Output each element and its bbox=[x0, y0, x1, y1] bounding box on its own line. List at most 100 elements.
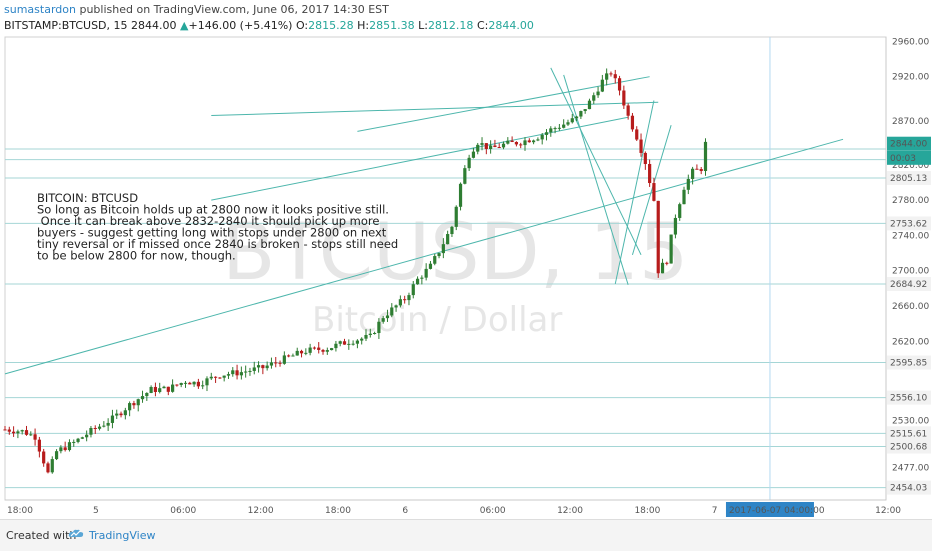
candle-body bbox=[600, 79, 604, 92]
price-badge-label: 00:03 bbox=[890, 154, 916, 164]
candle-body bbox=[549, 128, 553, 133]
price-badge bbox=[887, 480, 931, 495]
candle-body bbox=[613, 74, 617, 79]
candle-body bbox=[24, 430, 29, 435]
close-label: C: bbox=[476, 19, 489, 32]
candle-body bbox=[583, 109, 587, 112]
price-badge-label: 2556.10 bbox=[890, 394, 927, 404]
candle-body bbox=[514, 141, 519, 145]
candle-body bbox=[85, 434, 89, 438]
candle-body bbox=[205, 378, 209, 386]
trend-line bbox=[211, 116, 629, 201]
candle-body bbox=[471, 151, 476, 158]
high-value: 2851.38 bbox=[369, 19, 415, 32]
candle-body bbox=[115, 413, 119, 416]
price-badge bbox=[887, 355, 931, 370]
candle-body bbox=[295, 350, 299, 356]
change-value: +146.00 (+5.41%) bbox=[188, 19, 293, 32]
candle-body bbox=[244, 371, 248, 373]
candle-body bbox=[72, 441, 76, 443]
candle-body bbox=[639, 139, 643, 153]
open-value: 2815.28 bbox=[308, 19, 354, 32]
time-axis[interactable]: 18:00 5 06:00 12:00 18:00 6 06:00 12:00 18:00 7 12… bbox=[5, 499, 901, 517]
created-with-label: Created with bbox=[6, 529, 77, 542]
candle-body bbox=[673, 217, 678, 235]
candle-body bbox=[450, 226, 454, 235]
candle-body bbox=[252, 367, 256, 371]
candle-body bbox=[398, 299, 402, 306]
candle-body bbox=[261, 365, 265, 369]
candles bbox=[3, 68, 708, 474]
tradingview-link[interactable]: TradingView bbox=[89, 529, 156, 542]
candle-body bbox=[596, 91, 600, 96]
candle-body bbox=[153, 386, 158, 392]
trend-lines bbox=[4, 67, 844, 375]
time-tick-label: 18:00 bbox=[325, 506, 351, 516]
price-axis[interactable]: 2960.00 2920.00 2870.00 2820.00 2780.00 2740.… bbox=[885, 37, 931, 500]
candle-body bbox=[489, 145, 493, 149]
candle-body bbox=[592, 95, 596, 101]
candle-body bbox=[291, 355, 295, 357]
candle-body bbox=[536, 139, 540, 141]
candle-body bbox=[59, 447, 63, 452]
candle-body bbox=[703, 141, 708, 172]
candle-body bbox=[377, 321, 381, 334]
candle-body bbox=[544, 132, 549, 135]
candle-body bbox=[433, 256, 437, 264]
candle-body bbox=[330, 348, 334, 351]
candle-body bbox=[630, 115, 635, 130]
candle-body bbox=[566, 122, 570, 125]
candle-body bbox=[196, 381, 200, 387]
candle-body bbox=[506, 140, 510, 144]
candle-body bbox=[463, 168, 467, 184]
candle-body bbox=[46, 463, 50, 473]
candle-body bbox=[347, 343, 351, 345]
price-tick-label: 2870.00 bbox=[892, 117, 929, 127]
candle-body bbox=[407, 295, 411, 301]
footer: Created with TradingView bbox=[0, 519, 932, 551]
price-badge-label: 2844.00 bbox=[890, 140, 927, 150]
note-line: to be below 2800 for now, though. bbox=[37, 249, 236, 263]
candle-body bbox=[158, 388, 162, 392]
candle-body bbox=[497, 147, 501, 149]
candle-body bbox=[20, 430, 24, 432]
price-badge bbox=[887, 170, 931, 185]
candle-body bbox=[510, 140, 514, 142]
candle-body bbox=[390, 307, 394, 316]
trend-line bbox=[614, 100, 655, 285]
low-value: 2812.18 bbox=[427, 19, 474, 32]
symbol-label: BITSTAMP:BTCUSD, 15 bbox=[4, 19, 128, 32]
note-line: So long as Bitcoin holds up at 2800 now … bbox=[37, 203, 389, 217]
candle-body bbox=[278, 362, 282, 364]
time-tick-label: 18:00 bbox=[634, 506, 660, 516]
candle-body bbox=[669, 234, 673, 264]
crosshair-date-label: 2017-06-07 04:00:00 bbox=[729, 506, 825, 516]
price-chart[interactable]: BTCUSD, 15 Bitcoin / Dollar BITCOIN: BTC… bbox=[0, 0, 932, 520]
time-tick-label: 12:00 bbox=[248, 506, 274, 516]
candle-body bbox=[351, 343, 355, 345]
note-text: BITCOIN: BTCUSD So long as Bitcoin holds … bbox=[37, 191, 398, 263]
candle-body bbox=[140, 396, 145, 400]
candle-body bbox=[441, 244, 445, 254]
publish-info: published on TradingView.com, June 06, 2… bbox=[79, 3, 389, 16]
price-badge bbox=[887, 277, 931, 292]
candle-body bbox=[643, 152, 647, 165]
note-line: tiny reversal or if missed once 2840 is … bbox=[37, 237, 398, 251]
author-link[interactable]: sumastardon bbox=[4, 3, 76, 16]
price-badge bbox=[887, 216, 931, 231]
candle-body bbox=[665, 262, 669, 264]
candle-body bbox=[213, 376, 218, 378]
candle-body bbox=[304, 352, 308, 354]
candle-body bbox=[149, 386, 153, 393]
time-tick-label: 6 bbox=[402, 506, 408, 516]
candle-body bbox=[342, 341, 347, 345]
candle-body bbox=[119, 413, 123, 416]
trend-line bbox=[550, 67, 642, 256]
candle-body bbox=[231, 370, 235, 375]
candle-body bbox=[682, 189, 686, 205]
close-value: 2844.00 bbox=[488, 19, 534, 32]
price-badge-label: 2753.62 bbox=[890, 219, 927, 229]
price-badge-label: 2595.85 bbox=[890, 359, 927, 369]
time-tick-label: 12:00 bbox=[557, 506, 583, 516]
candle-body bbox=[334, 343, 338, 349]
